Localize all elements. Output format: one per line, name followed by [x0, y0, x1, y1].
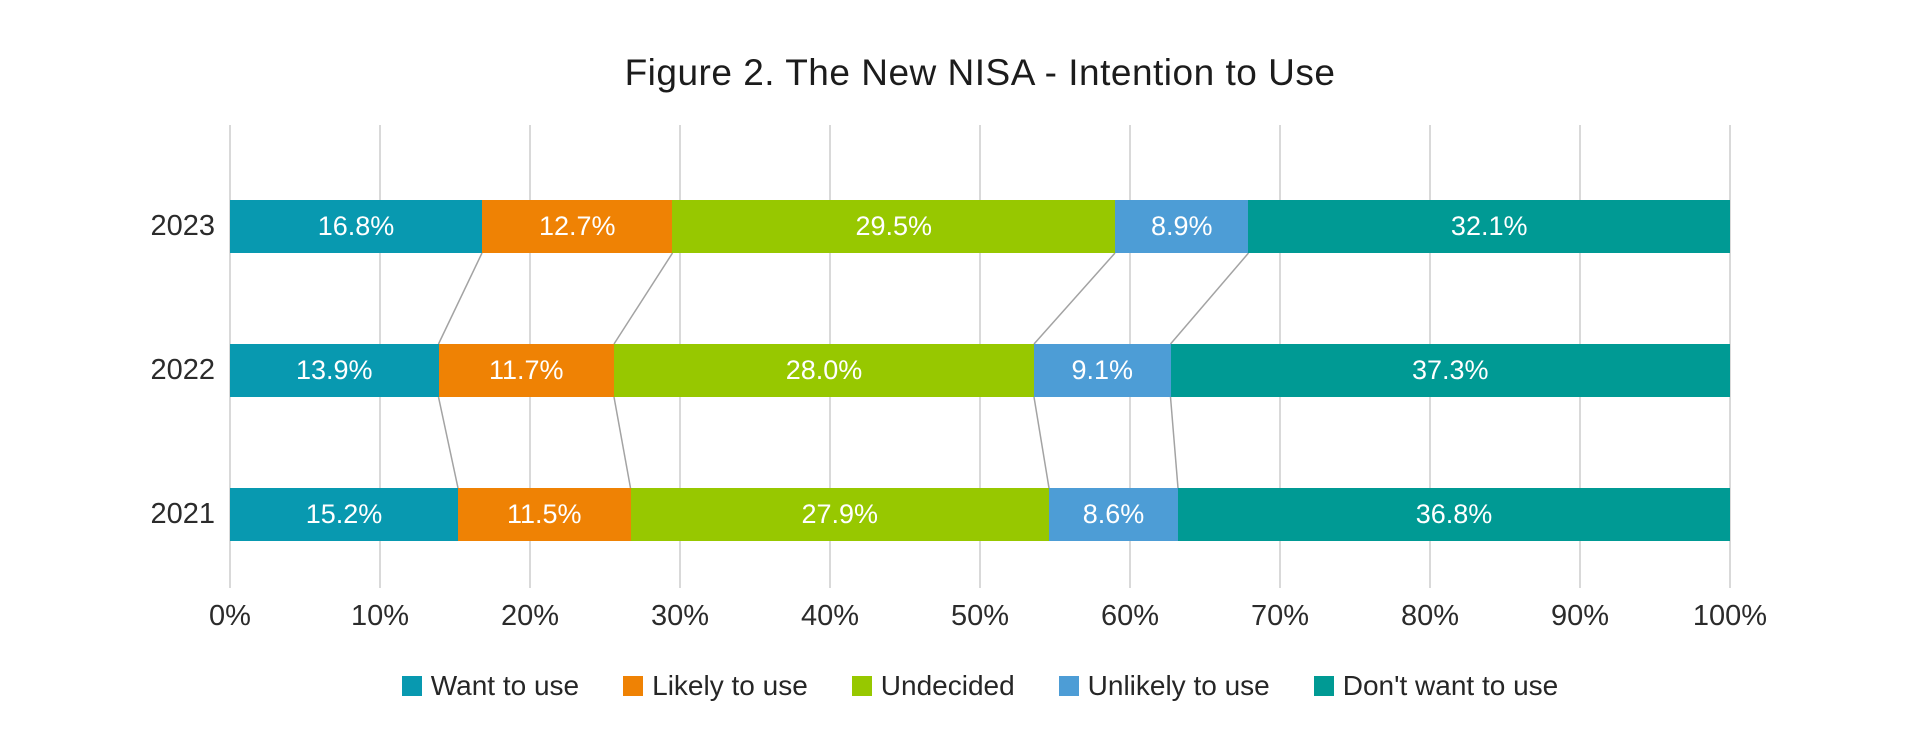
plot-area: 16.8% 12.7% 29.5% 8.9% 32.1% 13.9% 11.7% 28.0% 9… [229, 125, 1731, 588]
figure-title: Figure 2. The New NISA - Intention to Us… [624, 52, 1336, 93]
legend-item: Want to use [401, 670, 580, 702]
x-axis-tick-label: 20% [500, 600, 560, 632]
legend-item: Undecided [851, 670, 1015, 702]
x-axis-tick-label: 100% [1692, 600, 1768, 632]
bar-segment: 16.8% [230, 200, 482, 253]
connector-line [1033, 396, 1050, 489]
bar-segment: 37.3% [1170, 344, 1730, 397]
y-axis-labels: 2023 2022 2021 [85, 125, 215, 588]
bar-segment: 11.7% [438, 344, 614, 397]
bar-segment: 27.9% [630, 488, 1049, 541]
x-axis-tick-label: 30% [650, 600, 710, 632]
y-axis-category-label: 2022 [150, 354, 215, 386]
bar-segment: 11.5% [458, 488, 631, 541]
bar-segment: 9.1% [1034, 344, 1171, 397]
legend-swatch [1058, 676, 1079, 696]
legend-label: Likely to use [652, 670, 808, 701]
bar-segment: 8.9% [1114, 200, 1249, 253]
bar-segment: 15.2% [230, 488, 458, 541]
x-axis-tick-label: 10% [350, 600, 410, 632]
x-axis-tick-label: 0% [209, 600, 251, 632]
segment-value-label: 32.1% [1450, 211, 1528, 241]
segment-value-label: 37.3% [1411, 355, 1489, 385]
bar-row: 16.8% 12.7% 29.5% 8.9% 32.1% [230, 200, 1730, 253]
connector-line [613, 396, 632, 489]
x-axis-tick-label: 60% [1100, 600, 1160, 632]
legend-label: Want to use [430, 670, 580, 701]
segment-value-label: 11.5% [506, 499, 582, 529]
bar-segment: 13.9% [230, 344, 439, 397]
segment-value-label: 29.5% [855, 211, 933, 241]
x-axis-tick-label: 70% [1250, 600, 1310, 632]
bar-segment: 28.0% [614, 344, 1034, 397]
bar-segment: 8.6% [1049, 488, 1178, 541]
segment-value-label: 8.9% [1150, 211, 1213, 241]
segment-value-label: 16.8% [317, 211, 395, 241]
bar-row: 15.2% 11.5% 27.9% 8.6% 36.8% [230, 488, 1730, 541]
segment-value-label: 13.9% [295, 355, 373, 385]
segment-value-label: 12.7% [538, 211, 616, 241]
connector-line [437, 252, 483, 345]
gridline [1729, 125, 1731, 588]
legend-swatch [623, 676, 644, 696]
segment-value-label: 15.2% [305, 499, 383, 529]
bar-segment: 36.8% [1178, 488, 1730, 541]
segment-value-label: 8.6% [1082, 499, 1145, 529]
segment-value-label: 11.7% [488, 355, 564, 385]
legend-item: Unlikely to use [1058, 670, 1270, 702]
x-axis-tick-label: 40% [800, 600, 860, 632]
legend-swatch [1313, 676, 1334, 696]
y-axis-category-label: 2021 [150, 498, 215, 530]
y-axis-category-label: 2023 [150, 210, 215, 242]
legend-item: Don't want to use [1313, 670, 1559, 702]
segment-value-label: 27.9% [801, 499, 879, 529]
legend-label: Don't want to use [1342, 670, 1559, 701]
connector-lines [437, 252, 1250, 489]
connector-line [1169, 396, 1179, 489]
connector-line [1033, 252, 1116, 345]
connector-line [613, 252, 674, 345]
x-axis-tick-label: 80% [1400, 600, 1460, 632]
x-axis-tick-label: 50% [950, 600, 1010, 632]
bar-row: 13.9% 11.7% 28.0% 9.1% 37.3% [230, 344, 1730, 397]
legend-label: Undecided [880, 670, 1015, 701]
segment-value-label: 36.8% [1415, 499, 1493, 529]
legend-swatch [401, 676, 422, 696]
connector-line [437, 396, 459, 489]
legend-swatch [851, 676, 872, 696]
legend-item: Likely to use [623, 670, 808, 702]
segment-value-label: 28.0% [785, 355, 863, 385]
legend-label: Unlikely to use [1087, 670, 1270, 701]
connector-line [1169, 252, 1250, 345]
bar-segment: 32.1% [1248, 200, 1730, 253]
bar-segment: 12.7% [481, 200, 673, 253]
legend: Want to use Likely to use Undecided Unlikel… [230, 666, 1730, 706]
segment-value-label: 9.1% [1071, 355, 1134, 385]
x-axis-tick-label: 90% [1550, 600, 1610, 632]
bar-segment: 29.5% [672, 200, 1115, 253]
